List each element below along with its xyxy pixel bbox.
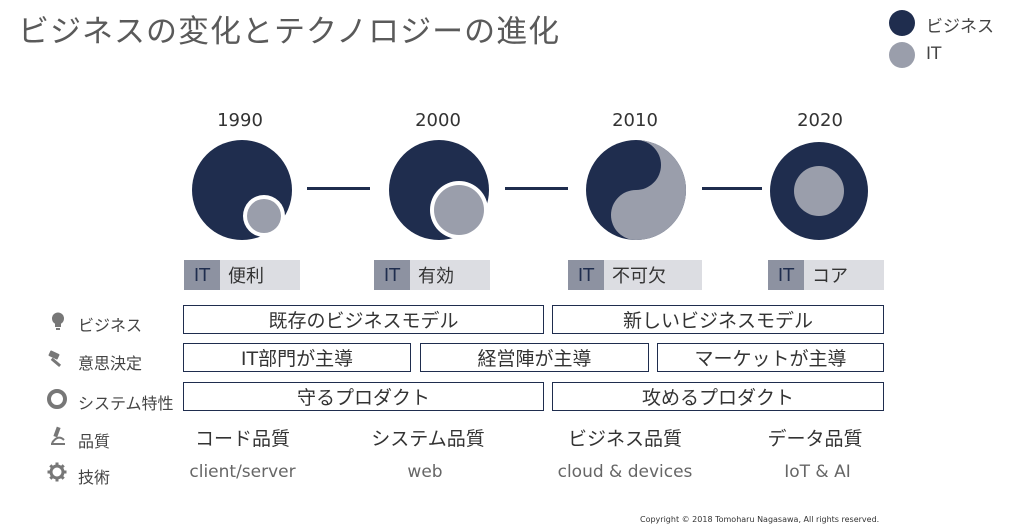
row-label-business: ビジネス — [78, 316, 143, 335]
era-tag-2010: IT 不可欠 — [568, 260, 702, 290]
quality-system: システム品質 — [371, 428, 485, 450]
business-box-existing: 既存のビジネスモデル — [183, 305, 544, 334]
tech-client-server: client/server — [189, 462, 296, 482]
era-tag-2000: IT 有効 — [374, 260, 490, 290]
connector-1 — [307, 187, 370, 190]
tech-iot-ai: IoT & AI — [784, 462, 851, 482]
it-core — [794, 166, 844, 216]
tag-value: 不可欠 — [612, 266, 666, 287]
copyright: Copyright © 2018 Tomoharu Nagasawa, All … — [640, 515, 880, 524]
circle-2000 — [389, 140, 489, 240]
decision-box-market: マーケットが主導 — [657, 343, 884, 372]
gear-icon — [47, 462, 67, 482]
quality-business: ビジネス品質 — [567, 428, 682, 450]
tag-value: 有効 — [418, 266, 454, 287]
row-label-quality: 品質 — [78, 432, 111, 451]
system-box-defend: 守るプロダクト — [183, 382, 544, 411]
year-2020: 2020 — [797, 110, 843, 131]
row-label-system: システム特性 — [78, 394, 174, 413]
connector-3 — [702, 187, 762, 190]
legend-business-swatch — [889, 10, 915, 36]
quality-code: コード品質 — [194, 428, 290, 450]
it-half — [611, 140, 686, 240]
tag-it-label: IT — [374, 260, 410, 290]
circle-2010 — [586, 140, 686, 240]
tag-it-label: IT — [768, 260, 804, 290]
legend-it-swatch — [889, 42, 915, 68]
legend-business-label: ビジネス — [926, 17, 994, 37]
it-circle-fill — [247, 199, 281, 233]
year-2010: 2010 — [612, 110, 658, 131]
era-tag-2020: IT コア — [768, 260, 884, 290]
circle-1990 — [192, 140, 292, 240]
row-label-decision: 意思決定 — [78, 354, 143, 373]
gavel-icon — [48, 350, 62, 368]
tech-web: web — [407, 462, 443, 482]
lightbulb-icon — [52, 312, 64, 330]
business-box-new: 新しいビジネスモデル — [552, 305, 884, 334]
tag-it-label: IT — [184, 260, 220, 290]
tag-value: 便利 — [228, 266, 264, 287]
tag-it-label: IT — [568, 260, 604, 290]
page-title: ビジネスの変化とテクノロジーの進化 — [18, 14, 561, 50]
lifebuoy-icon — [47, 389, 67, 409]
decision-box-it: IT部門が主導 — [183, 343, 411, 372]
tech-cloud-devices: cloud & devices — [557, 462, 693, 482]
connector-2 — [505, 187, 568, 190]
quality-data: データ品質 — [767, 428, 863, 450]
era-tag-1990: IT 便利 — [184, 260, 300, 290]
legend-it-label: IT — [926, 44, 942, 64]
decision-box-management: 経営陣が主導 — [420, 343, 649, 372]
system-box-attack: 攻めるプロダクト — [552, 382, 884, 411]
row-label-tech: 技術 — [78, 468, 111, 487]
circle-2020 — [770, 142, 868, 240]
microscope-icon — [51, 426, 65, 445]
tag-value: コア — [812, 266, 848, 287]
year-1990: 1990 — [217, 110, 263, 131]
it-circle — [434, 185, 484, 235]
year-2000: 2000 — [415, 110, 461, 131]
